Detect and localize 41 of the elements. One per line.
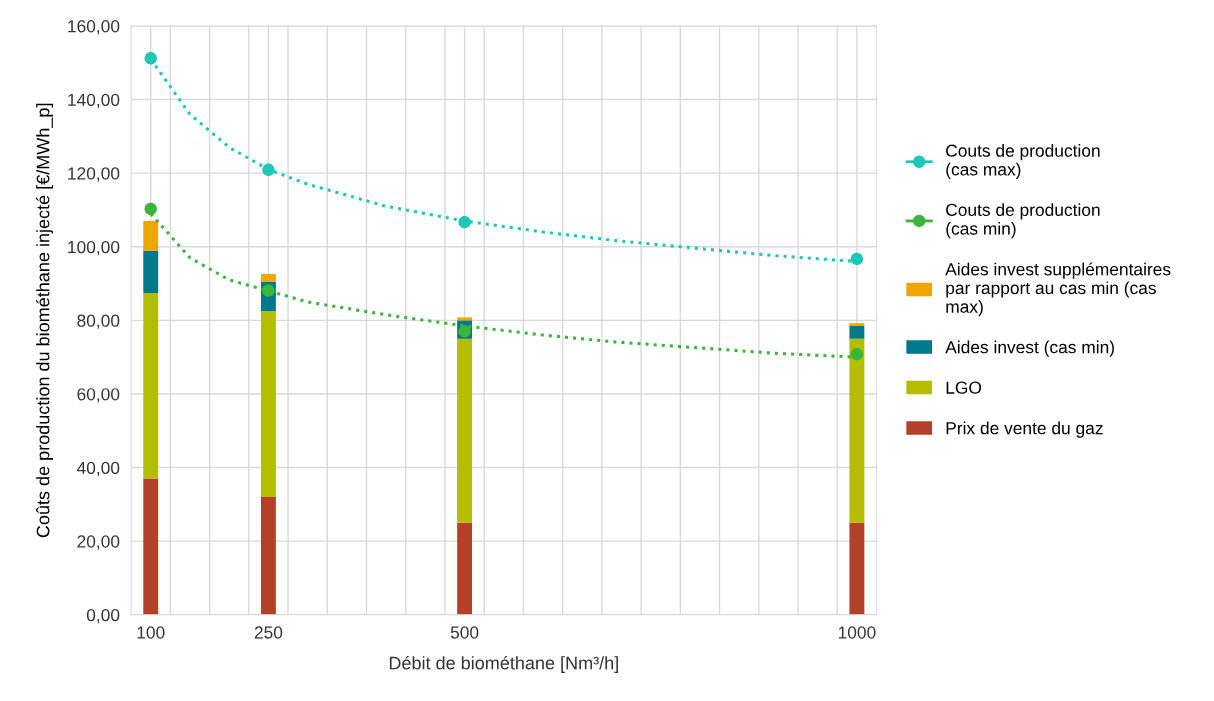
legend-label: LGO: [946, 381, 982, 394]
y-tick-label: 100,00: [68, 240, 120, 256]
bar: [457, 338, 473, 523]
legend-label: Couts de production (cas min): [946, 203, 1100, 239]
point: [262, 163, 275, 177]
y-tick-label: 20,00: [77, 535, 120, 550]
x-tick-label: 500: [450, 626, 479, 639]
bar: [260, 497, 276, 615]
legend-label: Couts de production (cas max): [946, 144, 1100, 179]
y-axis-title: Coûts de production du biométhane injecté [€/MWh_p]: [35, 103, 54, 538]
bar: [849, 325, 865, 339]
bar: [849, 522, 865, 615]
bar: [457, 522, 473, 615]
y-tick-label: 60,00: [77, 388, 120, 403]
bar: [260, 273, 276, 282]
bar: [143, 250, 159, 294]
y-tick-label: 40,00: [76, 461, 120, 477]
point: [850, 252, 864, 266]
x-tick-label: 100: [137, 626, 165, 639]
bar: [260, 311, 276, 498]
point: [144, 202, 157, 216]
y-tick-label: 80,00: [77, 314, 120, 329]
point: [144, 52, 157, 65]
bar: [143, 293, 159, 479]
bar: [849, 323, 865, 326]
x-axis-title: Débit de biométhane [Nm³/h]: [389, 655, 618, 673]
legend-label: Prix de vente du gaz: [946, 421, 1103, 438]
point: [458, 215, 471, 229]
legend-label: Aides invest (cas min): [945, 340, 1114, 357]
bar: [457, 317, 473, 321]
point: [850, 348, 864, 361]
y-tick-label: 0,00: [86, 608, 120, 624]
legend-label: Aides invest supplémentaires par rapport au cas min (cas max): [945, 262, 1171, 317]
bar: [849, 338, 865, 523]
x-tick-label: 250: [254, 626, 283, 639]
bar: [143, 478, 159, 615]
y-tick-label: 160,00: [68, 20, 120, 35]
y-tick-label: 120,00: [68, 167, 120, 182]
y-tick-label: 140,00: [68, 93, 120, 109]
bar: [143, 220, 159, 251]
x-tick-label: 1000: [838, 626, 876, 639]
